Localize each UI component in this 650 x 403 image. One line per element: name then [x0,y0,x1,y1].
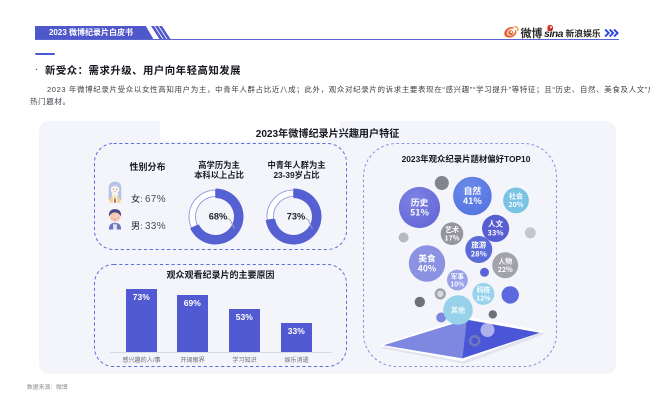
svg-text:人文: 人文 [488,219,503,230]
svg-text:新浪娱乐: 新浪娱乐 [566,26,601,39]
svg-text:17%: 17% [444,233,459,243]
svg-text:其他: 其他 [451,305,465,315]
svg-text:40%: 40% [418,263,436,275]
svg-text:艺术: 艺术 [445,225,459,235]
svg-text:41%: 41% [463,194,482,207]
svg-text:sina: sina [544,28,564,40]
svg-text:33%: 33% [488,228,504,239]
svg-text:10%: 10% [450,278,465,288]
svg-text:军事: 军事 [451,270,465,280]
svg-text:自然: 自然 [464,184,482,197]
svg-text:12%: 12% [476,292,491,302]
svg-text:社会: 社会 [509,192,523,202]
svg-text:51%: 51% [410,206,429,219]
svg-text:20%: 20% [508,200,523,210]
svg-text:旅游: 旅游 [471,240,486,251]
svg-text:22%: 22% [498,265,513,275]
svg-text:科技: 科技 [477,284,491,294]
svg-text:人物: 人物 [498,256,512,266]
svg-text:历史: 历史 [411,195,429,208]
svg-text:73%: 73% [287,212,305,222]
svg-text:28%: 28% [471,249,487,260]
svg-text:美食: 美食 [418,253,436,265]
svg-text:68%: 68% [209,212,227,222]
svg-text:微博: 微博 [521,25,543,41]
